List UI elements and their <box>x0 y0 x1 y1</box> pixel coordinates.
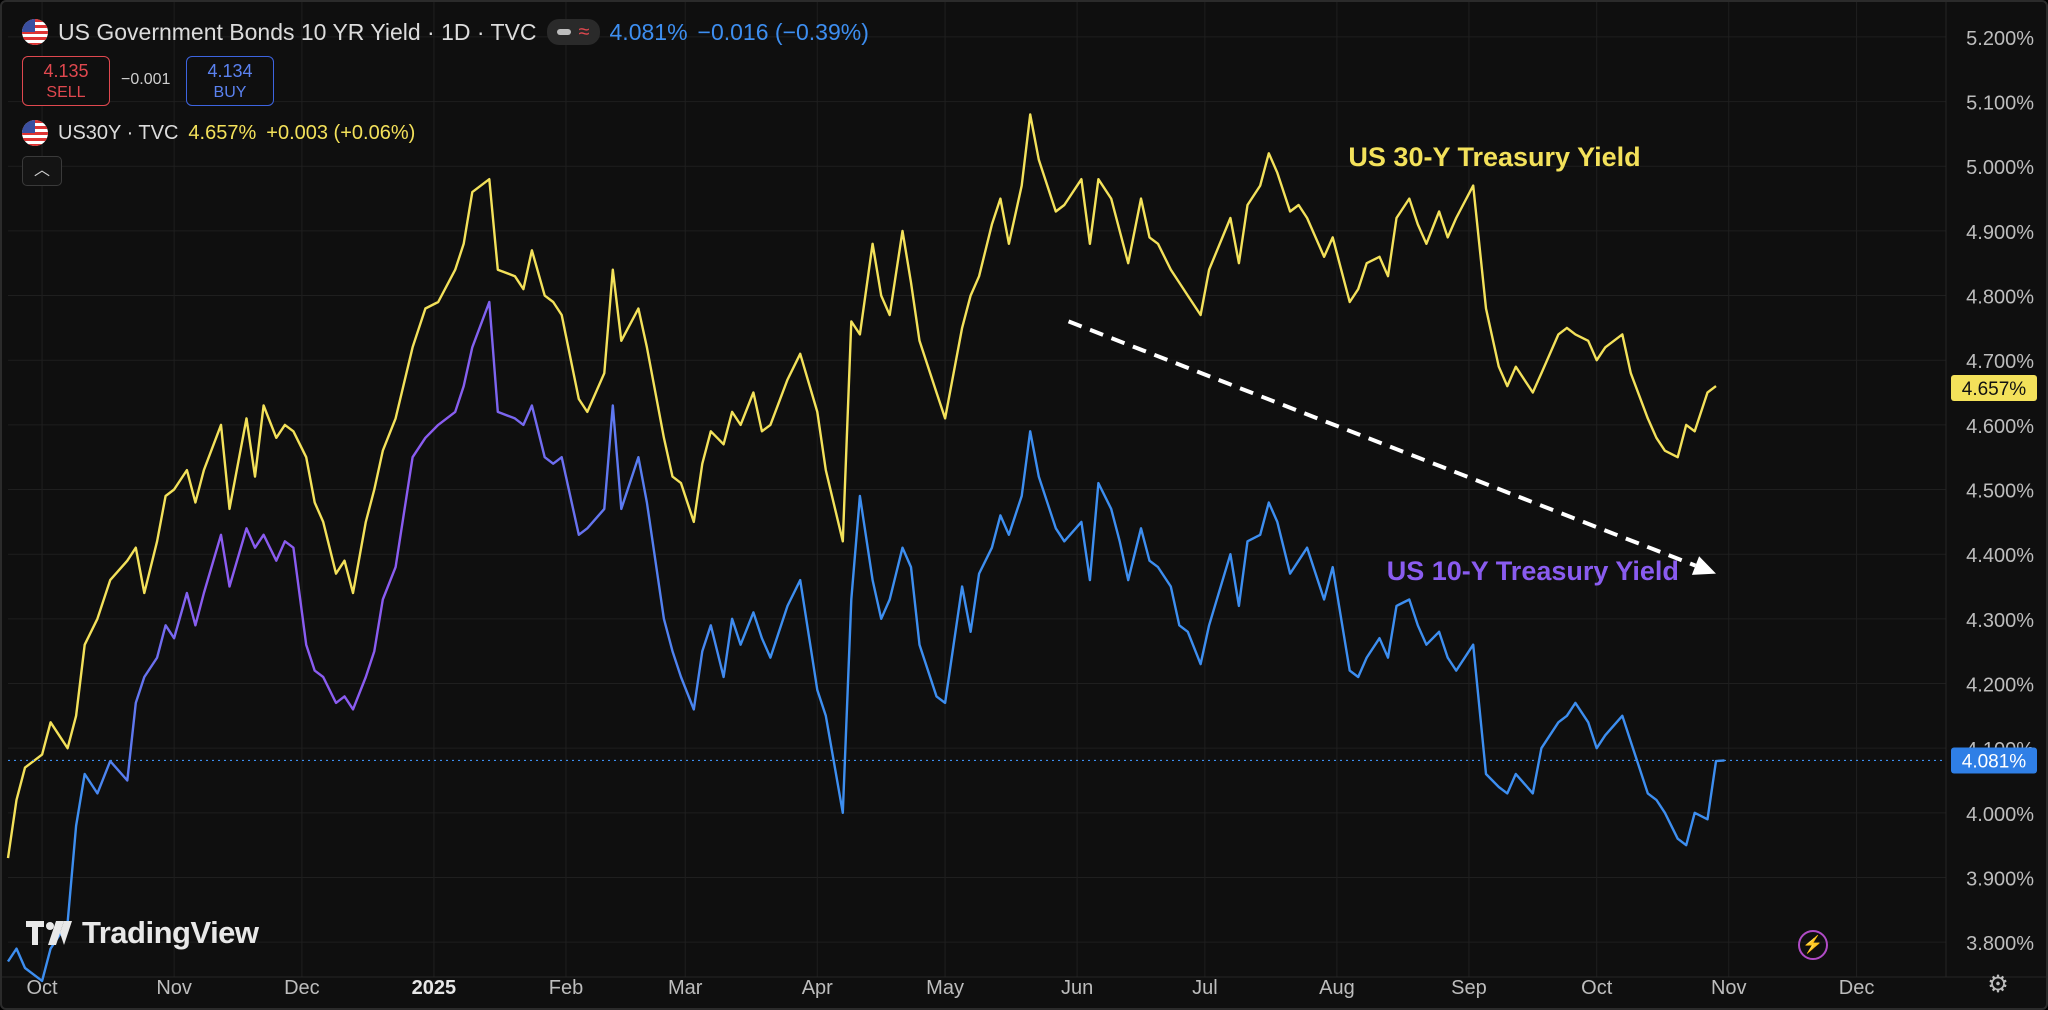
us10y-line <box>6 300 1725 983</box>
market-status-pill[interactable]: ≈ <box>546 19 600 45</box>
x-tick-label: Mar <box>668 977 703 999</box>
compare-price: 4.657% <box>188 121 257 144</box>
us30y-line <box>6 113 1717 859</box>
y-tick-label: 4.000% <box>1966 804 2034 826</box>
us10y-annotation: US 10-Y Treasury Yield <box>1387 556 1679 586</box>
sell-label: SELL <box>46 84 86 101</box>
symbol-header: US Government Bonds 10 YR Yield · 1D · T… <box>22 16 869 48</box>
buy-price: 4.134 <box>207 61 253 81</box>
x-tick-label: 2025 <box>412 977 457 999</box>
x-tick-label: Apr <box>802 977 833 999</box>
x-tick-label: Jun <box>1061 977 1093 999</box>
x-tick-label: Dec <box>284 977 320 999</box>
y-tick-label: 3.800% <box>1966 933 2034 955</box>
compare-change: +0.003 (+0.06%) <box>266 121 416 144</box>
y-tick-label: 5.200% <box>1966 28 2034 50</box>
trend-arrow-line <box>1067 319 1697 568</box>
tradingview-logo[interactable]: TradingView <box>26 915 259 950</box>
spread-value: −0.001 <box>121 71 171 88</box>
y-tick-label: 3.900% <box>1966 868 2034 890</box>
approx-icon: ≈ <box>578 21 590 43</box>
buy-label: BUY <box>213 84 247 101</box>
x-tick-label: Jul <box>1192 977 1218 999</box>
y-tick-label: 4.800% <box>1966 287 2034 309</box>
tradingview-logo-icon <box>26 921 72 945</box>
x-tick-label: Nov <box>1711 977 1747 999</box>
buy-button[interactable]: 4.134 BUY <box>186 56 274 106</box>
x-tick-label: May <box>926 977 964 999</box>
series-layer <box>6 113 1725 983</box>
x-tick-label: Aug <box>1319 977 1355 999</box>
us-flag-icon <box>22 19 48 45</box>
price-tag-label: 4.081% <box>1962 751 2027 772</box>
collapse-legend-button[interactable]: ︿ <box>22 156 62 186</box>
x-tick-label: Feb <box>549 977 583 999</box>
sell-button[interactable]: 4.135 SELL <box>22 56 110 106</box>
price-change: −0.016 (−0.39%) <box>697 18 869 45</box>
y-tick-label: 4.300% <box>1966 610 2034 632</box>
sell-price: 4.135 <box>43 61 89 81</box>
axis-layer: 5.200% 5.100% 5.000% 4.900% 4.800% 4.700% 4.60… <box>27 28 2037 999</box>
x-tick-label: Nov <box>156 977 192 999</box>
symbol-title[interactable]: US Government Bonds 10 YR Yield · 1D · T… <box>58 18 537 45</box>
x-tick-label: Oct <box>27 977 59 999</box>
y-tick-label: 4.600% <box>1966 416 2034 438</box>
overlay-layer: US 30-Y Treasury Yield US 10-Y Treasury Y… <box>8 142 1946 762</box>
y-tick-label: 4.500% <box>1966 481 2034 503</box>
y-tick-label: 4.700% <box>1966 351 2034 373</box>
chevron-up-icon: ︿ <box>33 162 50 179</box>
compare-symbol: US30Y · TVC <box>58 121 179 144</box>
y-tick-label: 5.000% <box>1966 157 2034 179</box>
lightning-icon[interactable]: ⚡ <box>1798 930 1828 960</box>
trend-arrow-head <box>1691 556 1716 575</box>
compare-symbol-legend[interactable]: US30Y · TVC 4.657% +0.003 (+0.06%) <box>22 118 415 148</box>
x-tick-label: Oct <box>1581 977 1613 999</box>
minus-icon <box>556 29 571 35</box>
us10y-price-tag <box>1951 747 2037 774</box>
grid <box>2 2 2046 978</box>
us30y-annotation: US 30-Y Treasury Yield <box>1348 142 1640 172</box>
y-tick-label: 4.400% <box>1966 545 2034 567</box>
logo-text: TradingView <box>82 915 259 950</box>
last-price: 4.081% <box>609 18 688 45</box>
gear-icon[interactable]: ⚙ <box>1987 971 2009 998</box>
us30y-price-tag <box>1951 375 2037 402</box>
y-tick-label: 5.100% <box>1966 93 2034 115</box>
y-tick-label: 4.200% <box>1966 675 2034 697</box>
us-flag-icon <box>22 120 48 146</box>
x-tick-label: Sep <box>1451 977 1487 999</box>
price-tag-label: 4.657% <box>1962 379 2027 400</box>
y-tick-label: 4.900% <box>1966 222 2034 244</box>
x-tick-label: Dec <box>1839 977 1875 999</box>
